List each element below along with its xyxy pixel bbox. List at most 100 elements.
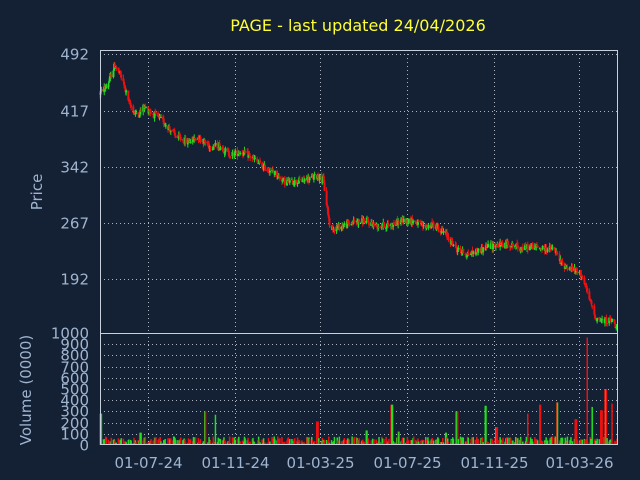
- volume-bar: [212, 436, 215, 445]
- volume-bar: [539, 404, 542, 445]
- candle-body: [460, 251, 463, 253]
- candle-body: [392, 222, 395, 225]
- candle-body: [501, 243, 504, 245]
- price-grid: [100, 50, 617, 333]
- candle-body: [540, 248, 543, 250]
- volume-bar: [133, 437, 135, 445]
- candle-body: [564, 266, 567, 270]
- candle-body: [465, 255, 468, 257]
- volume-panel-frame: [100, 333, 618, 445]
- candle-body: [397, 221, 400, 223]
- candle-body: [134, 113, 137, 115]
- candle-body: [325, 190, 328, 206]
- candle-body: [356, 220, 359, 223]
- candle-body: [520, 249, 523, 251]
- candle-body: [611, 318, 614, 323]
- candle-body: [174, 133, 177, 136]
- candle-body: [222, 151, 225, 153]
- candle-body: [378, 226, 381, 228]
- volume-bar: [591, 406, 593, 445]
- candle-body: [459, 247, 462, 252]
- candle-body: [524, 244, 527, 246]
- volume-bar: [492, 441, 494, 445]
- volume-axis-label: Volume (0000): [17, 335, 35, 445]
- candle-body: [523, 244, 526, 251]
- volume-bar: [348, 439, 351, 445]
- candle-body: [127, 90, 130, 101]
- volume-bar: [184, 439, 186, 445]
- candle-body: [462, 248, 465, 254]
- candle-body: [613, 321, 616, 325]
- volume-bar: [447, 441, 450, 445]
- candle-body: [328, 218, 331, 226]
- candle-body: [113, 64, 116, 68]
- candle-body: [591, 305, 594, 307]
- price-panel-frame: [100, 50, 618, 334]
- volume-bar: [296, 437, 299, 445]
- candle-body: [104, 87, 107, 89]
- candle-body: [107, 83, 110, 88]
- candle-body: [417, 220, 420, 223]
- volume-bar: [328, 436, 330, 445]
- candle-body: [173, 129, 176, 134]
- price-tick-label: 417: [60, 103, 89, 121]
- candle-body: [162, 117, 165, 120]
- volume-bar: [194, 437, 197, 445]
- candle-body: [268, 172, 271, 174]
- candle-body: [412, 220, 415, 222]
- volume-bar: [415, 439, 417, 445]
- candle-body: [243, 150, 246, 152]
- candle-body: [563, 262, 566, 269]
- volume-bar: [228, 436, 231, 445]
- candle-body: [216, 142, 219, 149]
- volume-bar: [249, 441, 251, 445]
- candle-body: [565, 266, 568, 268]
- volume-bar: [373, 439, 375, 445]
- candle-body: [365, 221, 368, 224]
- volume-bar: [541, 441, 544, 445]
- date-tick-label: 01-03-25: [286, 454, 354, 472]
- candle-body: [228, 155, 231, 158]
- candle-body: [125, 90, 128, 93]
- volume-bar: [522, 441, 524, 445]
- candle-body: [350, 223, 353, 225]
- candle-body: [211, 149, 214, 151]
- candle-body: [581, 275, 584, 278]
- candle-body: [249, 155, 252, 158]
- candle-body: [110, 74, 113, 78]
- volume-bar: [481, 437, 484, 445]
- candle-body: [120, 74, 123, 78]
- volume-bar: [317, 421, 319, 445]
- volume-tick-label: 600: [60, 370, 89, 388]
- candle-body: [346, 221, 349, 223]
- price-tick-label: 267: [60, 215, 89, 233]
- volume-bar: [164, 439, 166, 445]
- volume-bar: [281, 437, 283, 445]
- volume-bar: [529, 437, 532, 445]
- volume-bar: [422, 439, 425, 445]
- candle-body: [427, 225, 430, 229]
- candle-body: [380, 226, 383, 229]
- volume-bar: [184, 442, 187, 445]
- candle-body: [382, 222, 385, 229]
- candle-body: [451, 241, 454, 246]
- candle-body: [298, 178, 301, 184]
- candle-body: [437, 226, 440, 232]
- candle-body: [206, 141, 209, 145]
- volume-bar: [388, 438, 390, 445]
- candle-body: [247, 150, 250, 158]
- volume-bar: [452, 438, 455, 445]
- volume-bar: [231, 437, 234, 445]
- candle-body: [446, 231, 449, 238]
- volume-bar: [477, 438, 479, 445]
- volume-bar: [576, 439, 579, 445]
- volume-tick-label: 400: [60, 392, 89, 410]
- volume-bar: [545, 437, 547, 445]
- volume-bar: [375, 439, 377, 445]
- candle-body: [303, 179, 306, 182]
- volume-bar: [385, 436, 387, 445]
- volume-bar: [581, 439, 584, 445]
- volume-bar: [294, 438, 296, 445]
- candle-body: [487, 243, 490, 248]
- volume-bar: [343, 438, 346, 445]
